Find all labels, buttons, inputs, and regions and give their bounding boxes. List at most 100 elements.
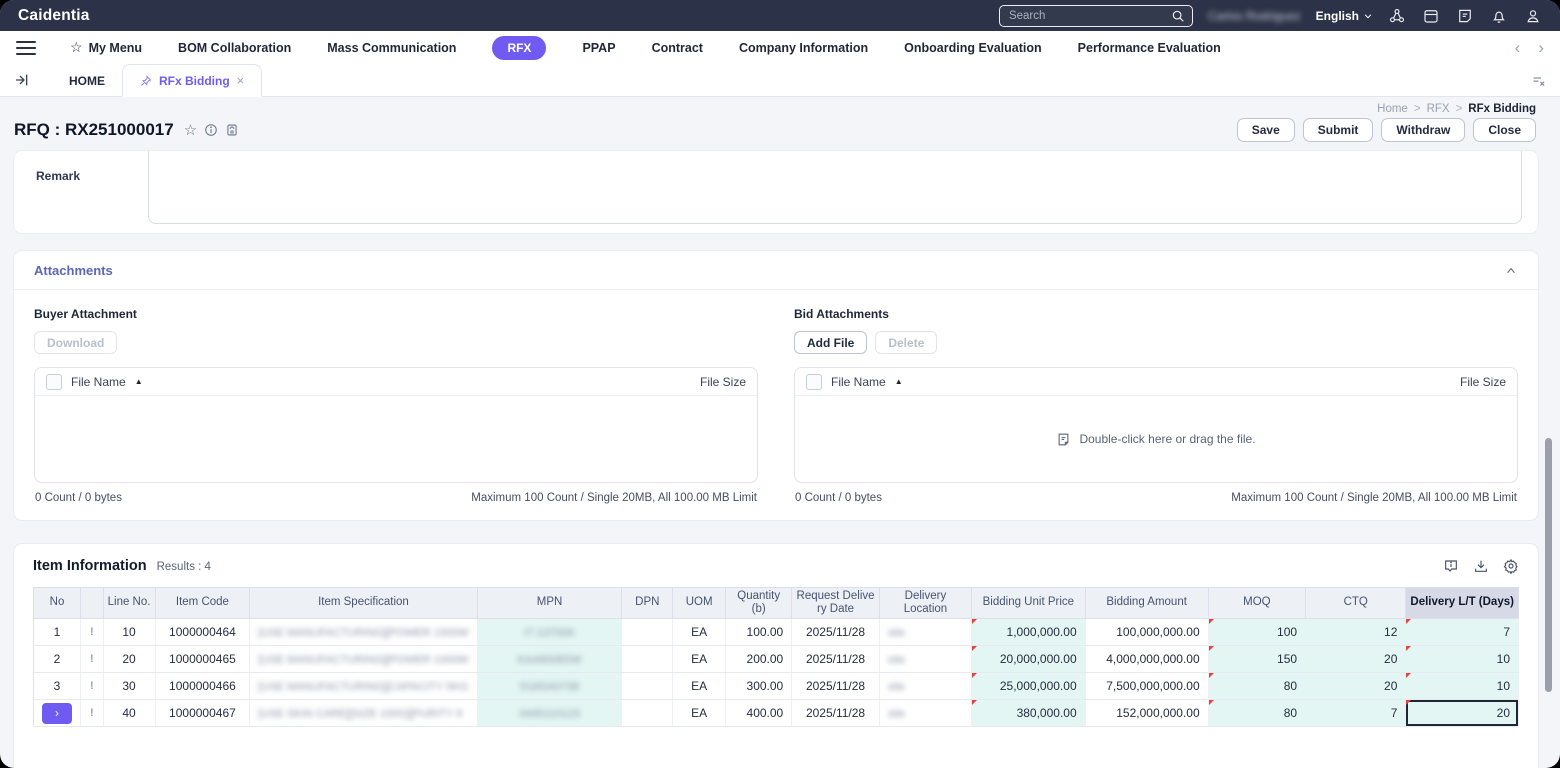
nav-item-my-menu[interactable]: ☆ My Menu xyxy=(70,39,142,56)
cell-location[interactable]: site xyxy=(879,645,973,673)
col-header-location[interactable]: Delivery Location xyxy=(878,587,973,619)
cell-dpn[interactable] xyxy=(621,672,674,700)
col-header-item_code[interactable]: Item Code xyxy=(154,587,251,619)
col-header-moq[interactable]: MOQ xyxy=(1207,587,1307,619)
cell-mpn[interactable]: I7-13700K xyxy=(477,618,623,646)
menu-hamburger-icon[interactable] xyxy=(16,40,36,55)
user-icon[interactable] xyxy=(1524,7,1542,25)
cell-unit_price[interactable]: 380,000.00 xyxy=(971,699,1086,727)
cell-dpn[interactable] xyxy=(621,618,674,646)
cell-req_date[interactable]: 2025/11/28 xyxy=(791,699,880,727)
cell-amount[interactable]: 100,000,000.00 xyxy=(1085,618,1209,646)
cell-unit_price[interactable]: 25,000,000.00 xyxy=(971,672,1086,700)
cell-flag[interactable]: ! xyxy=(80,645,104,673)
download-button[interactable]: Download xyxy=(34,331,118,354)
col-header-line_no[interactable]: Line No. xyxy=(102,587,156,619)
col-header-req_date[interactable]: Request Delivery Date xyxy=(791,587,880,619)
nav-item-rfx[interactable]: RFX xyxy=(492,35,547,60)
file-size-header[interactable]: File Size xyxy=(1459,374,1506,389)
cell-item_spec[interactable]: [USE MANUFACTURING][CAPACITY 5KG xyxy=(249,672,478,700)
col-header-mpn[interactable]: MPN xyxy=(476,587,623,619)
sort-asc-icon[interactable]: ▲ xyxy=(894,377,903,386)
cell-dpn[interactable] xyxy=(621,645,674,673)
cell-uom[interactable]: EA xyxy=(672,672,727,700)
col-header-unit_price[interactable]: Bidding Unit Price xyxy=(971,587,1086,619)
cell-item_spec[interactable]: [USE MANUFACTURING][POWER 1000W xyxy=(249,645,478,673)
cell-line_no[interactable]: 10 xyxy=(103,618,156,646)
cell-line_no[interactable]: 30 xyxy=(103,672,156,700)
col-header-qty[interactable]: Quantity (b) xyxy=(725,587,793,619)
breadcrumb-rfx[interactable]: RFX xyxy=(1426,103,1450,115)
cell-item_code[interactable]: 1000000467 xyxy=(155,699,251,727)
cell-amount[interactable]: 7,500,000,000.00 xyxy=(1085,672,1209,700)
col-header-amount[interactable]: Bidding Amount xyxy=(1084,587,1209,619)
cell-ctq[interactable]: 20 xyxy=(1305,672,1407,700)
cell-item_spec[interactable]: [USE MANUFACTURING][POWER 1500W xyxy=(249,618,478,646)
file-name-header[interactable]: File Name xyxy=(831,374,886,389)
tab-home[interactable]: HOME xyxy=(52,65,122,96)
cell-mpn[interactable]: D18SA0738 xyxy=(477,672,623,700)
nav-item-onboarding-evaluation[interactable]: Onboarding Evaluation xyxy=(904,41,1042,55)
cell-lt[interactable]: 20 xyxy=(1405,699,1519,727)
cell-req_date[interactable]: 2025/11/28 xyxy=(791,645,880,673)
sort-asc-icon[interactable]: ▲ xyxy=(134,377,143,386)
cell-moq[interactable]: 150 xyxy=(1208,645,1307,673)
search-icon[interactable] xyxy=(1171,9,1185,23)
cell-moq[interactable]: 80 xyxy=(1208,672,1307,700)
tab-rfx-bidding[interactable]: RFx Bidding × xyxy=(122,64,263,97)
cell-amount[interactable]: 152,000,000.00 xyxy=(1085,699,1209,727)
cell-location[interactable]: site xyxy=(879,672,973,700)
nav-item-mass-communication[interactable]: Mass Communication xyxy=(327,41,456,55)
cell-ctq[interactable]: 12 xyxy=(1305,618,1407,646)
cell-qty[interactable]: 400.00 xyxy=(725,699,793,727)
global-search[interactable] xyxy=(998,4,1193,27)
close-button[interactable]: Close xyxy=(1473,118,1536,142)
cell-item_code[interactable]: 1000000465 xyxy=(155,645,251,673)
cell-unit_price[interactable]: 1,000,000.00 xyxy=(971,618,1086,646)
cell-item_code[interactable]: 1000000464 xyxy=(155,618,251,646)
cell-no[interactable]: 3 xyxy=(33,672,81,700)
cell-qty[interactable]: 300.00 xyxy=(725,672,793,700)
cell-flag[interactable]: ! xyxy=(80,699,104,727)
language-selector[interactable]: English xyxy=(1316,9,1373,23)
settings-gear-icon[interactable] xyxy=(1503,558,1519,574)
bid-file-dropzone[interactable]: Double-click here or drag the file. xyxy=(795,396,1517,482)
cell-lt[interactable]: 10 xyxy=(1405,645,1519,673)
file-size-header[interactable]: File Size xyxy=(699,374,746,389)
cell-no[interactable]: 2 xyxy=(33,645,81,673)
withdraw-button[interactable]: Withdraw xyxy=(1381,118,1466,142)
delete-button[interactable]: Delete xyxy=(875,331,938,354)
calendar-icon[interactable] xyxy=(1422,7,1440,25)
pin-icon[interactable] xyxy=(140,74,152,87)
cell-uom[interactable]: EA xyxy=(672,699,727,727)
submit-button[interactable]: Submit xyxy=(1302,118,1374,142)
nav-item-performance-evaluation[interactable]: Performance Evaluation xyxy=(1078,41,1221,55)
cell-qty[interactable]: 100.00 xyxy=(725,618,793,646)
cell-flag[interactable]: ! xyxy=(80,672,104,700)
cell-unit_price[interactable]: 20,000,000.00 xyxy=(971,645,1086,673)
cell-moq[interactable]: 100 xyxy=(1208,618,1307,646)
cell-qty[interactable]: 200.00 xyxy=(725,645,793,673)
id-card-icon[interactable] xyxy=(225,123,239,137)
cell-mpn[interactable]: 0445110123 xyxy=(477,699,623,727)
cell-req_date[interactable]: 2025/11/28 xyxy=(791,618,880,646)
col-header-item_spec[interactable]: Item Specification xyxy=(249,587,478,619)
col-header-flag[interactable] xyxy=(80,587,104,619)
cell-ctq[interactable]: 7 xyxy=(1305,699,1407,727)
select-all-checkbox[interactable] xyxy=(806,373,822,390)
save-button[interactable]: Save xyxy=(1236,118,1295,142)
select-all-checkbox[interactable] xyxy=(46,373,62,390)
favorite-star-icon[interactable]: ☆ xyxy=(183,122,198,139)
cell-no[interactable]: 1 xyxy=(33,618,81,646)
collapse-panel-icon[interactable] xyxy=(14,72,30,88)
add-file-button[interactable]: Add File xyxy=(794,331,868,354)
remark-textarea[interactable] xyxy=(148,151,1522,224)
cell-location[interactable]: site xyxy=(879,699,973,727)
file-name-header[interactable]: File Name xyxy=(71,374,126,389)
cell-dpn[interactable] xyxy=(621,699,674,727)
cell-line_no[interactable]: 20 xyxy=(103,645,156,673)
nav-item-company-information[interactable]: Company Information xyxy=(739,41,868,55)
col-header-ctq[interactable]: CTQ xyxy=(1305,587,1407,619)
collapse-chevron-up-icon[interactable] xyxy=(1504,264,1518,278)
cell-no[interactable]: › xyxy=(33,699,81,727)
